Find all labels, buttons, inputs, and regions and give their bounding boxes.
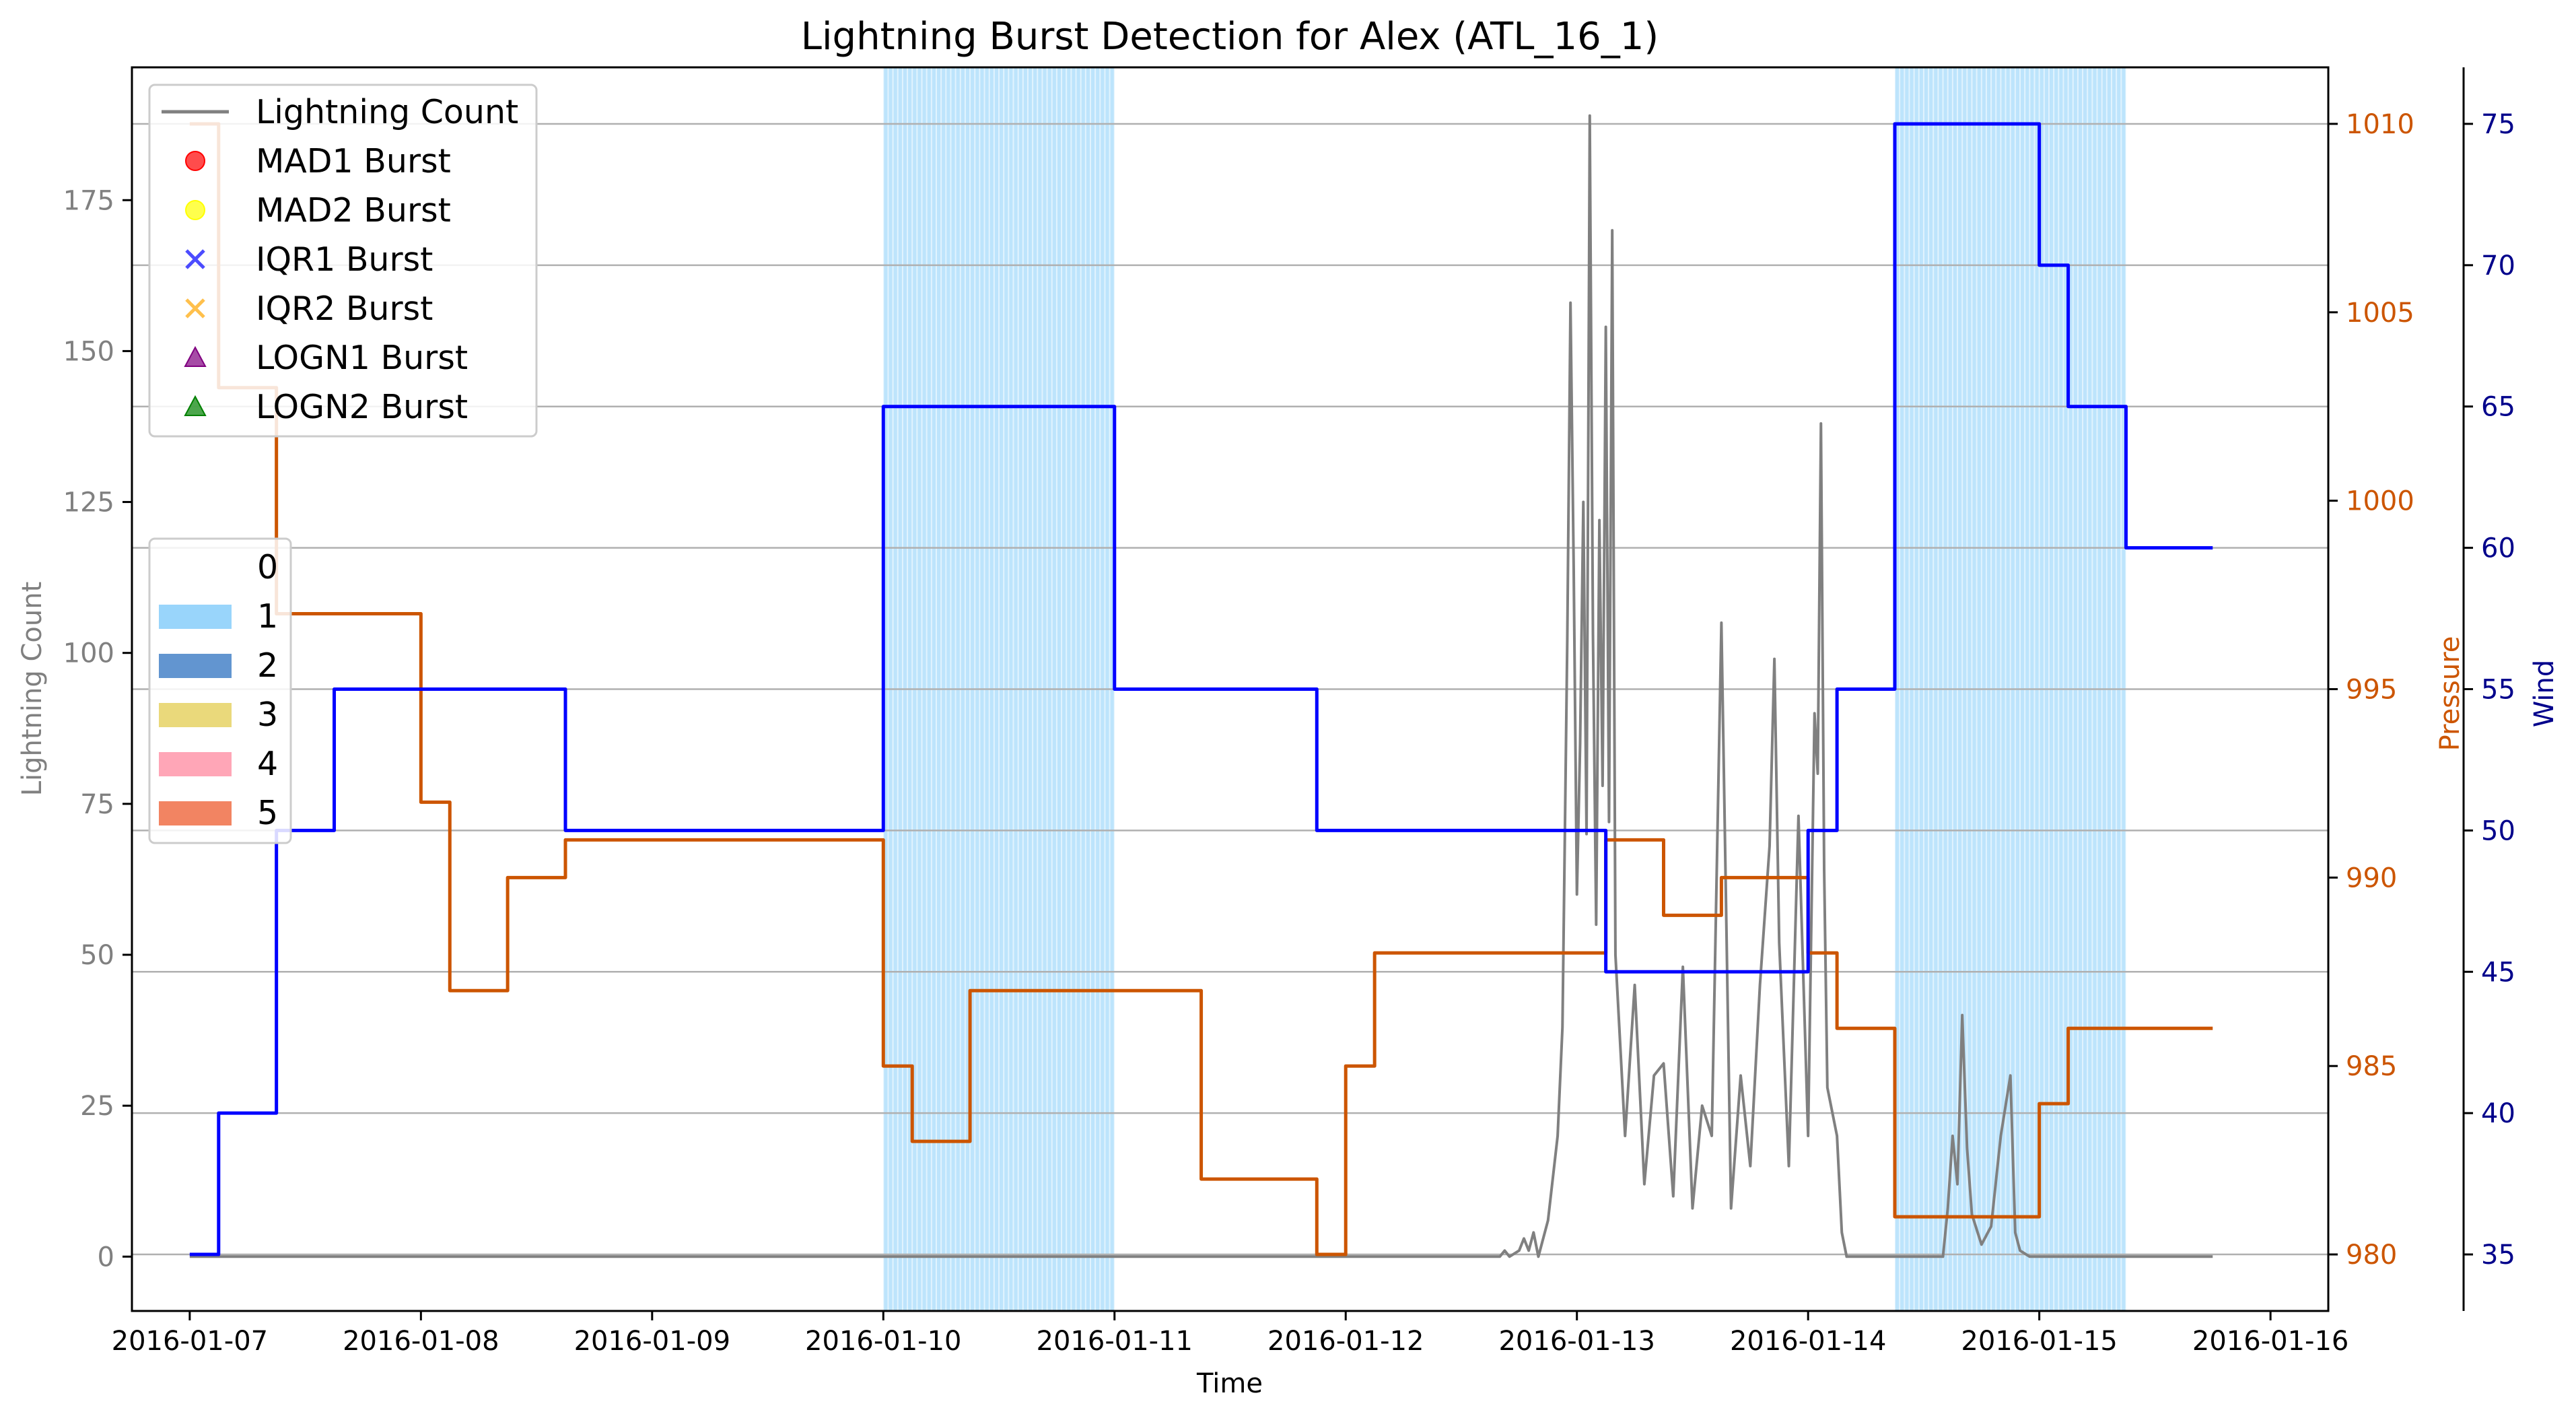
pressure-tick-label: 980 <box>2346 1240 2397 1271</box>
x-tick-label: 2016-01-11 <box>1037 1326 1193 1357</box>
legend-circle-marker <box>185 151 205 171</box>
left-tick-label: 50 <box>80 940 114 971</box>
legend-category-swatch <box>159 752 232 776</box>
legend-category-label: 1 <box>257 597 278 636</box>
legend-circle-marker <box>185 200 205 220</box>
x-tick-label: 2016-01-14 <box>1730 1326 1886 1357</box>
chart-title: Lightning Burst Detection for Alex (ATL_… <box>801 15 1659 59</box>
x-tick-label: 2016-01-08 <box>343 1326 499 1357</box>
pressure-tick-label: 1000 <box>2346 486 2414 517</box>
wind-tick-label: 40 <box>2481 1098 2515 1129</box>
pressure-line <box>189 122 2213 1256</box>
wind-tick-label: 35 <box>2481 1240 2515 1271</box>
wind-line <box>189 122 2213 1256</box>
wind-tick-label: 75 <box>2481 109 2515 140</box>
legend-series-label: LOGN1 Burst <box>256 339 468 377</box>
y-axis-label-lightning: Lightning Count <box>17 582 48 797</box>
x-tick-label: 2016-01-13 <box>1498 1326 1655 1357</box>
legend-category-swatch <box>159 654 232 678</box>
y-axis-label-pressure: Pressure <box>2435 636 2466 751</box>
x-tick-label: 2016-01-12 <box>1267 1326 1424 1357</box>
legend-category-label: 2 <box>257 646 278 685</box>
legend-triangle-marker <box>184 395 207 416</box>
legend-category-swatch <box>159 555 232 580</box>
left-tick-label: 175 <box>63 185 114 216</box>
y-axis-label-wind: Wind <box>2529 660 2560 728</box>
pressure-tick-label: 990 <box>2346 863 2397 894</box>
legend-series-label: MAD2 Burst <box>256 191 451 230</box>
legend-series-label: LOGN2 Burst <box>256 388 468 426</box>
legend-series-box <box>148 83 538 438</box>
legend-category-swatch <box>159 703 232 727</box>
left-tick-label: 100 <box>63 638 114 669</box>
x-tick-label: 2016-01-10 <box>805 1326 961 1357</box>
legend-category-label: 3 <box>257 696 278 734</box>
legend-category-label: 4 <box>257 745 278 783</box>
legend-series-label: IQR2 Burst <box>256 290 433 328</box>
wind-tick-label: 45 <box>2481 957 2515 988</box>
x-tick-label: 2016-01-16 <box>2192 1326 2348 1357</box>
x-tick-label: 2016-01-09 <box>574 1326 730 1357</box>
x-tick-label: 2016-01-15 <box>1961 1326 2117 1357</box>
wind-tick-label: 50 <box>2481 815 2515 846</box>
legend-series-label: MAD1 Burst <box>256 142 451 180</box>
x-axis-label: Time <box>1196 1368 1263 1399</box>
legend-category-label: 0 <box>257 548 278 586</box>
legend-series-label: Lightning Count <box>256 93 518 131</box>
wind-tick-label: 60 <box>2481 533 2515 564</box>
left-tick-label: 25 <box>80 1091 114 1122</box>
left-tick-label: 0 <box>98 1242 114 1273</box>
pressure-tick-label: 1005 <box>2346 298 2414 329</box>
legend-category-label: 5 <box>257 794 278 832</box>
left-tick-label: 75 <box>80 789 114 820</box>
legend-series-label: IQR1 Burst <box>256 240 433 279</box>
lightning-count-line <box>189 114 2213 1258</box>
left-tick-label: 125 <box>63 487 114 518</box>
wind-tick-label: 70 <box>2481 250 2515 281</box>
legend-category-swatch <box>159 801 232 825</box>
pressure-tick-label: 995 <box>2346 675 2397 706</box>
wind-tick-label: 55 <box>2481 675 2515 706</box>
legend-x-marker <box>185 249 205 269</box>
pressure-tick-label: 985 <box>2346 1051 2397 1082</box>
wind-tick-label: 65 <box>2481 392 2515 423</box>
legend-category-swatch <box>159 605 232 629</box>
x-tick-label: 2016-01-07 <box>112 1326 268 1357</box>
left-tick-label: 150 <box>63 336 114 367</box>
legend-triangle-marker <box>184 345 207 367</box>
legend-x-marker <box>185 298 205 318</box>
pressure-tick-label: 1010 <box>2346 109 2414 140</box>
